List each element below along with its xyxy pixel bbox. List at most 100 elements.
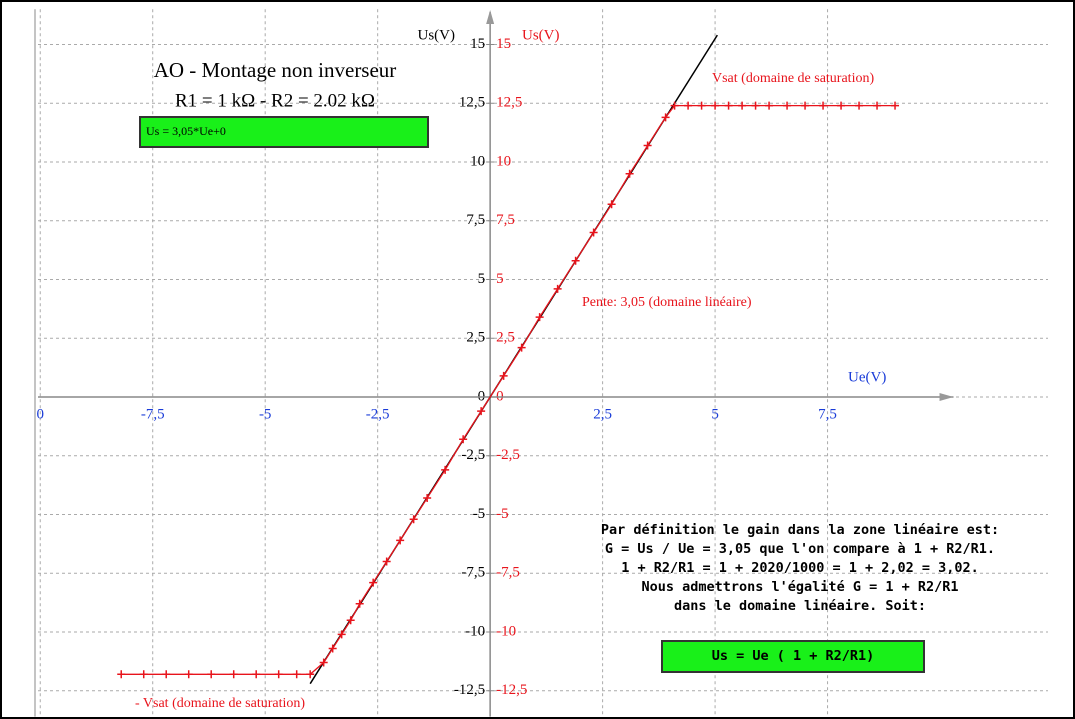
x-tick-label: 7,5 [818, 406, 837, 422]
y2-tick-label: -5 [496, 506, 509, 522]
x-tick-label: 5 [711, 406, 719, 422]
data-point [117, 670, 126, 679]
note-line: 1 + R2/R1 = 1 + 2020/1000 = 1 + 2,02 = 3… [621, 560, 979, 576]
data-point [711, 101, 720, 110]
data-point [643, 141, 652, 150]
y-arrow [486, 10, 495, 24]
y-tick-label: 5 [478, 271, 486, 287]
y-tick-label: 15 [470, 36, 485, 52]
note-line: Nous admettrons l'égalité G = 1 + R2/R1 [642, 579, 959, 595]
data-point [184, 670, 193, 679]
y-tick-label: 2,5 [466, 330, 485, 346]
data-point [346, 616, 355, 625]
y2-tick-label: -10 [496, 623, 516, 639]
y2-tick-label: 7,5 [496, 212, 515, 228]
x-tick-label: -5 [259, 406, 272, 422]
y2-tick-label: -2,5 [496, 447, 520, 463]
data-point [328, 644, 337, 653]
data-point [396, 536, 405, 545]
fit-label: Us = 3,05*Ue+0 [146, 124, 226, 138]
data-point [625, 169, 634, 178]
data-point [517, 343, 526, 352]
data-point [441, 465, 450, 474]
data-point [252, 670, 261, 679]
data-point [306, 670, 315, 679]
y-tick-label: -12,5 [454, 682, 485, 698]
x-tick-label: -2,5 [366, 406, 390, 422]
x-tick-label: -7,5 [141, 406, 165, 422]
data-point [292, 670, 301, 679]
data-point [459, 435, 468, 444]
data-point [751, 101, 760, 110]
data-point [274, 670, 283, 679]
data-point [837, 101, 846, 110]
data-point [162, 670, 171, 679]
chart-title: AO - Montage non inverseur [154, 58, 397, 82]
y-tick-label: -5 [473, 506, 486, 522]
note-line: G = Us / Ue = 3,05 que l'on compare à 1 … [605, 541, 995, 557]
note-line: Par définition le gain dans la zone liné… [601, 522, 999, 538]
y-tick-label: -7,5 [461, 565, 485, 581]
y-tick-label: -10 [465, 623, 485, 639]
fit-box [139, 116, 429, 148]
x-tick-label: 2,5 [593, 406, 612, 422]
data-point [139, 670, 148, 679]
data-point [553, 284, 562, 293]
data-point [477, 407, 486, 416]
data-point [337, 630, 346, 639]
x-axis-label: Ue(V) [848, 369, 886, 385]
annotation: Vsat (domaine de saturation) [712, 71, 874, 86]
y2-tick-label: 2,5 [496, 330, 515, 346]
data-point [571, 256, 580, 265]
x-tick-label: 0 [36, 406, 44, 422]
chart-subtitle: R1 = 1 kΩ - R2 = 2.02 kΩ [175, 90, 375, 111]
result-label: Us = Ue ( 1 + R2/R1) [712, 648, 875, 664]
y-tick-label: -2,5 [461, 447, 485, 463]
data-point [670, 101, 679, 110]
y2-tick-label: 15 [496, 36, 511, 52]
note-line: dans le domaine linéaire. Soit: [674, 598, 926, 614]
data-point [382, 557, 391, 566]
y2-tick-label: -12,5 [496, 682, 527, 698]
data-point [423, 494, 432, 503]
annotation: Pente: 3,05 (domaine linéaire) [582, 295, 752, 310]
data-point [819, 101, 828, 110]
y-tick-label: 10 [470, 153, 485, 169]
data-point [891, 101, 900, 110]
data-point [535, 313, 544, 322]
y-tick-label: 7,5 [466, 212, 485, 228]
data-point [765, 101, 774, 110]
y2-tick-label: -7,5 [496, 565, 520, 581]
data-point [873, 101, 882, 110]
data-point [589, 228, 598, 237]
data-point [801, 101, 810, 110]
y2-tick-label: 10 [496, 153, 511, 169]
result-box [661, 640, 925, 673]
data-point [684, 101, 693, 110]
data-point [229, 670, 238, 679]
data-point [783, 101, 792, 110]
data-point [207, 670, 216, 679]
data-point [499, 371, 508, 380]
data-point [369, 578, 378, 587]
data-point [697, 101, 706, 110]
data-point [855, 101, 864, 110]
annotation: - Vsat (domaine de saturation) [135, 696, 305, 711]
y2-axis-label: Us(V) [522, 27, 560, 43]
y-tick-label: 12,5 [459, 95, 485, 111]
data-point [724, 101, 733, 110]
data-point [607, 200, 616, 209]
text-block: Par définition le gain dans la zone liné… [601, 522, 999, 614]
data-point [355, 599, 364, 608]
y-axis-label: Us(V) [418, 27, 456, 43]
data-point [319, 658, 328, 667]
data-point [409, 515, 418, 524]
y2-tick-label: 5 [496, 271, 504, 287]
data-point [738, 101, 747, 110]
marks [117, 34, 900, 685]
x-arrow [939, 393, 954, 401]
y2-tick-label: 12,5 [496, 95, 522, 111]
data-point [661, 113, 670, 122]
